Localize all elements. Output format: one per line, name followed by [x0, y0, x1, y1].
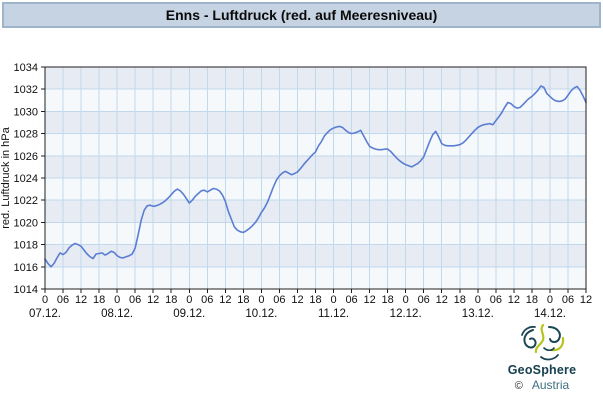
y-tick-label: 1020 — [14, 217, 38, 229]
y-axis-title: red. Luftdruck in hPa — [0, 126, 12, 228]
x-tick-label: 0 — [186, 294, 192, 306]
pressure-series — [44, 85, 587, 268]
y-tick-label: 1016 — [14, 262, 38, 274]
x-tick-label: 0 — [42, 294, 48, 306]
x-tick-label: 12 — [147, 294, 159, 306]
y-tick-label: 1026 — [14, 151, 38, 163]
y-tick-label: 1022 — [14, 195, 38, 207]
x-day-label: 13.12. — [462, 308, 494, 320]
x-tick-label: 06 — [201, 294, 213, 306]
x-tick-label: 0 — [114, 294, 120, 306]
geosphere-logo-sub: © Austria — [496, 377, 588, 392]
geosphere-logo-country: Austria — [531, 377, 570, 392]
x-tick-label: 18 — [454, 294, 466, 306]
x-tick-label: 12 — [580, 294, 592, 306]
x-tick-label: 18 — [382, 294, 394, 306]
chart-title: Enns - Luftdruck (red. auf Meeresniveau) — [165, 7, 438, 23]
x-tick-label: 18 — [93, 294, 105, 306]
y-tick-label: 1018 — [14, 240, 38, 252]
x-tick-label: 06 — [345, 294, 357, 306]
geosphere-logo-icon — [521, 324, 565, 361]
x-tick-label: 06 — [57, 294, 69, 306]
x-day-label: 14.12. — [534, 308, 566, 320]
x-tick-label: 0 — [475, 294, 481, 306]
y-tick-label: 1024 — [14, 173, 38, 185]
x-day-label: 11.12. — [318, 308, 349, 320]
x-tick-label: 06 — [129, 294, 141, 306]
chart-title-bar: Enns - Luftdruck (red. auf Meeresniveau) — [2, 2, 601, 28]
geosphere-branding: GeoSphere © Austria — [496, 324, 588, 392]
x-tick-label: 12 — [436, 294, 448, 306]
x-day-label: 12.12. — [390, 308, 422, 320]
x-tick-label: 0 — [258, 294, 264, 306]
x-tick-label: 06 — [273, 294, 285, 306]
x-day-label: 09.12. — [173, 308, 205, 320]
x-day-label: 07.12. — [29, 308, 61, 320]
x-tick-label: 12 — [508, 294, 520, 306]
x-day-label: 08.12. — [101, 308, 133, 320]
x-tick-label: 18 — [526, 294, 538, 306]
x-tick-label: 0 — [403, 294, 409, 306]
x-tick-label: 12 — [75, 294, 87, 306]
y-tick-label: 1030 — [14, 106, 38, 118]
y-tick-label: 1034 — [14, 62, 38, 74]
x-tick-label: 18 — [165, 294, 177, 306]
x-tick-label: 18 — [309, 294, 321, 306]
x-tick-label: 0 — [547, 294, 553, 306]
x-tick-label: 12 — [363, 294, 375, 306]
x-tick-label: 12 — [291, 294, 303, 306]
x-tick-label: 06 — [490, 294, 502, 306]
x-axis: 0 06 12 18 0 06 12 18 0 06 12 18 0 06 12 18 0 06 12 18 0 06 12… — [29, 289, 592, 320]
x-tick-label: 06 — [418, 294, 430, 306]
y-axis: 1014 1016 1018 1020 1022 1024 1026 1028 1030 1032… — [0, 62, 45, 296]
x-tick-label: 0 — [330, 294, 336, 306]
y-tick-label: 1014 — [14, 284, 38, 296]
x-tick-label: 18 — [237, 294, 249, 306]
geosphere-logo-name: GeoSphere — [507, 363, 577, 378]
y-tick-label: 1028 — [14, 129, 38, 141]
x-day-label: 10.12. — [245, 308, 277, 320]
pressure-line — [44, 85, 587, 268]
copyright-symbol: © — [514, 379, 523, 392]
x-tick-label: 12 — [219, 294, 231, 306]
x-tick-label: 06 — [562, 294, 574, 306]
y-tick-label: 1032 — [14, 84, 38, 96]
